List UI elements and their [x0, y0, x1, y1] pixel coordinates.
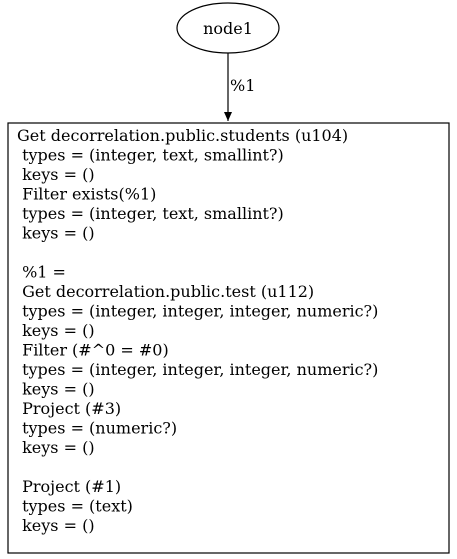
top-node[interactable]: node1 — [176, 2, 280, 54]
plan-line: Project (#3) — [17, 399, 121, 418]
plan-line: %1 = — [17, 263, 66, 282]
plan-line: keys = () — [17, 516, 95, 535]
plan-line: keys = () — [17, 224, 95, 243]
plan-box[interactable]: Get decorrelation.public.students (u104)… — [7, 122, 450, 554]
edge-label: %1 — [230, 76, 255, 95]
edge-node1-to-plan: %1 — [224, 53, 255, 121]
plan-line: Project (#1) — [17, 477, 121, 496]
plan-blank-line — [17, 458, 22, 477]
plan-line: Get decorrelation.public.test (u112) — [17, 282, 314, 301]
plan-line: keys = () — [17, 380, 95, 399]
plan-line: Filter exists(%1) — [17, 185, 156, 204]
plan-line: Get decorrelation.public.students (u104) — [17, 126, 348, 145]
plan-line: types = (integer, integer, integer, nume… — [17, 360, 378, 379]
plan-line: types = (numeric?) — [17, 419, 177, 438]
plan-box-border — [7, 122, 450, 554]
plan-line: keys = () — [17, 165, 95, 184]
plan-blank-line — [17, 243, 22, 262]
plan-line: types = (text) — [17, 497, 133, 516]
plan-box-text: Get decorrelation.public.students (u104)… — [17, 126, 378, 535]
plan-line: Filter (#^0 = #0) — [17, 341, 169, 360]
plan-line: types = (integer, integer, integer, nume… — [17, 302, 378, 321]
plan-line: types = (integer, text, smallint?) — [17, 146, 284, 165]
top-node-label: node1 — [203, 19, 253, 38]
plan-line: types = (integer, text, smallint?) — [17, 204, 284, 223]
plan-line: keys = () — [17, 321, 95, 340]
plan-line: keys = () — [17, 438, 95, 457]
